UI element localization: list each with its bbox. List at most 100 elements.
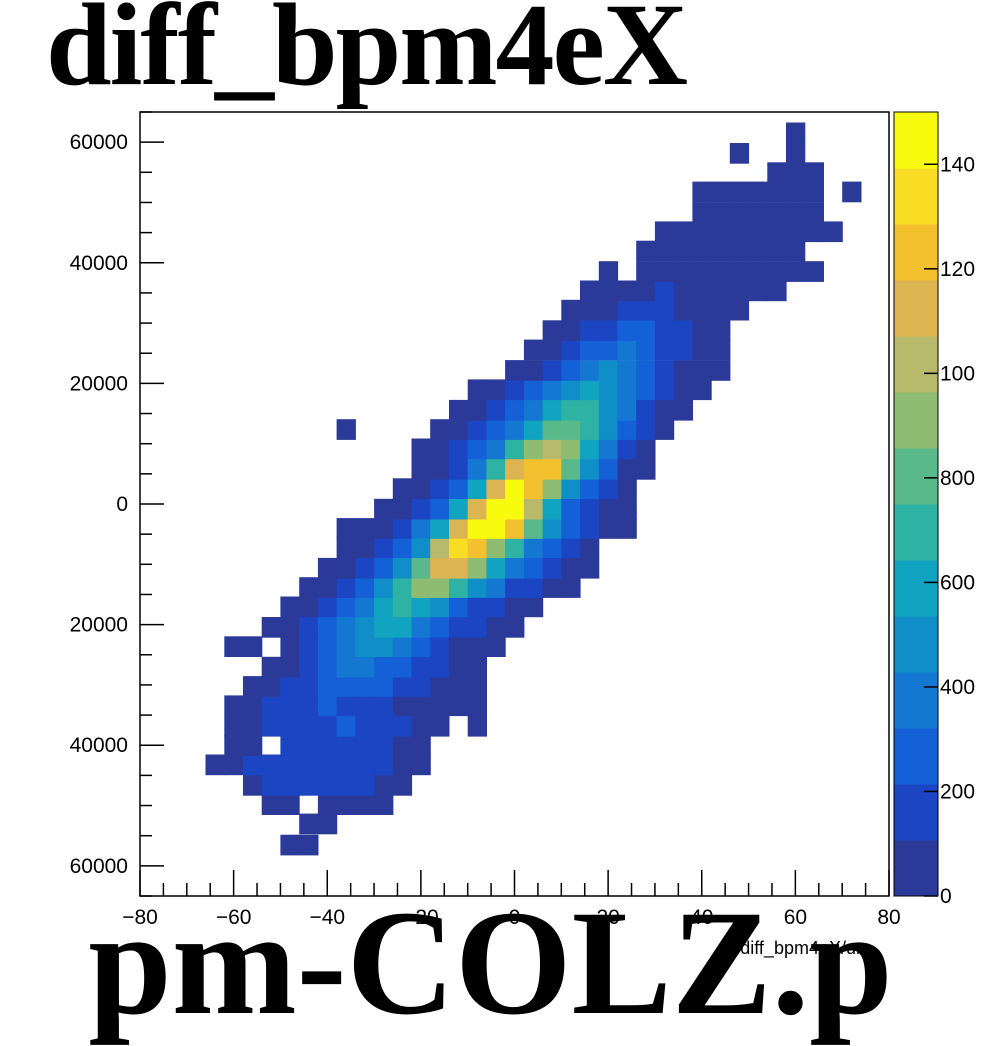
- heatmap-bin: [599, 320, 618, 341]
- heatmap-bin: [599, 400, 618, 421]
- heatmap-bin: [599, 261, 618, 282]
- heatmap-bin: [299, 755, 318, 776]
- heatmap-bin: [355, 518, 374, 539]
- heatmap-bin: [318, 657, 337, 678]
- heatmap-bin: [561, 400, 580, 421]
- heatmap-bin: [468, 518, 487, 539]
- heatmap-bin: [468, 617, 487, 638]
- heatmap-bin: [243, 755, 262, 776]
- heatmap-bin: [280, 617, 299, 638]
- heatmap-bin: [618, 300, 637, 321]
- heatmap-bin: [805, 182, 824, 203]
- heatmap-bin: [655, 261, 674, 282]
- heatmap-bin: [318, 597, 337, 618]
- heatmap-bin: [449, 617, 468, 638]
- heatmap-bin: [599, 439, 618, 460]
- heatmap-bin: [449, 518, 468, 539]
- heatmap-bin: [543, 320, 562, 341]
- heatmap-bin: [355, 794, 374, 815]
- heatmap-bin: [618, 281, 637, 302]
- heatmap-bin: [505, 537, 524, 558]
- heatmap-bin: [393, 558, 412, 579]
- heatmap-bin: [524, 499, 543, 520]
- heatmap-bin: [374, 597, 393, 618]
- heatmap-bin: [505, 499, 524, 520]
- heatmap-bin: [655, 379, 674, 400]
- heatmap-bin: [374, 657, 393, 678]
- heatmap-bin: [543, 400, 562, 421]
- heatmap-bin: [692, 320, 711, 341]
- heatmap-bin: [299, 835, 318, 856]
- heatmap-bin: [280, 657, 299, 678]
- heatmap-bin: [412, 735, 431, 756]
- heatmap-bin: [692, 221, 711, 242]
- heatmap-bin: [299, 716, 318, 737]
- heatmap-bin: [393, 695, 412, 716]
- heatmap-bin: [524, 597, 543, 618]
- heatmap-bin: [430, 716, 449, 737]
- heatmap-bin: [524, 360, 543, 381]
- heatmap-bin: [374, 537, 393, 558]
- heatmap-bin: [430, 695, 449, 716]
- colorbar-tick-label: 0: [940, 885, 952, 908]
- colorbar-swatch: [894, 112, 938, 169]
- heatmap-bin: [412, 755, 431, 776]
- heatmap-bin: [618, 459, 637, 480]
- heatmap-bin: [355, 617, 374, 638]
- heatmap-bin: [786, 123, 805, 144]
- heatmap-bin: [618, 439, 637, 460]
- heatmap-bin: [355, 597, 374, 618]
- heatmap-bin: [786, 143, 805, 164]
- heatmap-bin: [674, 261, 693, 282]
- heatmap-bin: [543, 518, 562, 539]
- heatmap-bin: [655, 281, 674, 302]
- heatmap-bin: [786, 162, 805, 183]
- heatmap-bin: [486, 577, 505, 598]
- heatmap-bin: [543, 360, 562, 381]
- heatmap-bin: [262, 617, 281, 638]
- heatmap-bin: [280, 735, 299, 756]
- heatmap-bin: [393, 755, 412, 776]
- heatmap-bin: [355, 695, 374, 716]
- heatmap-bin: [224, 755, 243, 776]
- heatmap-bin: [543, 439, 562, 460]
- colorbar: 0200400600800100120140: [894, 112, 975, 908]
- heatmap-bin: [655, 300, 674, 321]
- heatmap-bin: [280, 755, 299, 776]
- heatmap-bin: [524, 537, 543, 558]
- heatmap-bin: [636, 340, 655, 361]
- heatmap-bin: [674, 300, 693, 321]
- heatmap-bin: [486, 597, 505, 618]
- heatmap-bin: [692, 202, 711, 223]
- heatmap-bin: [486, 558, 505, 579]
- heatmap-bin: [468, 400, 487, 421]
- heatmap-bin: [711, 261, 730, 282]
- heatmap-bin: [692, 182, 711, 203]
- heatmap-bin: [524, 379, 543, 400]
- heatmap-bin: [749, 281, 768, 302]
- heatmap-bin: [599, 419, 618, 440]
- colorbar-swatch: [894, 504, 938, 561]
- heatmap-bin: [206, 755, 225, 776]
- heatmap-bin: [430, 439, 449, 460]
- heatmap-bin: [524, 478, 543, 499]
- heatmap-bin: [393, 657, 412, 678]
- heatmap-bin: [355, 676, 374, 697]
- heatmap-bin: [468, 716, 487, 737]
- heatmap-bin: [337, 755, 356, 776]
- heatmap-bin: [430, 537, 449, 558]
- heatmap-bin: [655, 221, 674, 242]
- heatmap-bin: [468, 537, 487, 558]
- heatmap-bin: [355, 657, 374, 678]
- heatmap-bin: [449, 400, 468, 421]
- heatmap-bin: [711, 340, 730, 361]
- heatmap-bin: [786, 241, 805, 262]
- heatmap-bin: [543, 558, 562, 579]
- heatmap-bin: [468, 636, 487, 657]
- heatmap-bin: [674, 340, 693, 361]
- heatmap-bin: [243, 636, 262, 657]
- heatmap-bin: [468, 478, 487, 499]
- heatmap-bin: [262, 755, 281, 776]
- heatmap-bin: [449, 577, 468, 598]
- heatmap-bin: [318, 617, 337, 638]
